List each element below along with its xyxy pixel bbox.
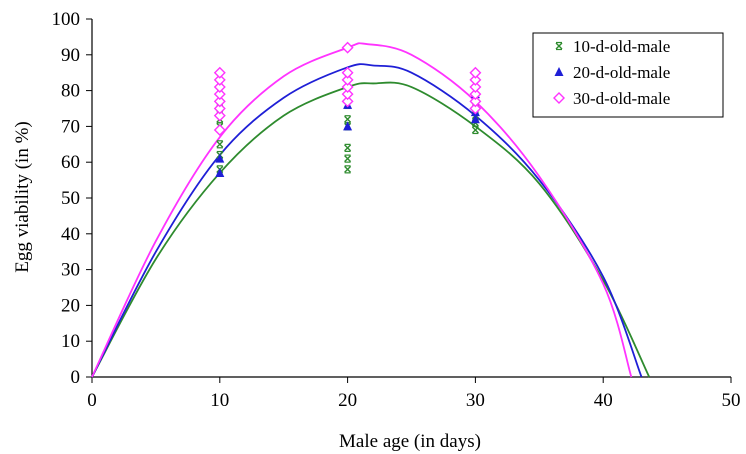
diamond-marker: [341, 41, 354, 54]
asterisk-marker: [344, 154, 352, 163]
diamond-marker: [213, 109, 226, 122]
marker-stroke: [216, 140, 224, 148]
triangle-marker: [554, 67, 564, 76]
diamond-marker: [469, 102, 482, 115]
data-markers: [213, 41, 482, 177]
y-tick-label: 10: [61, 331, 80, 352]
marker-stroke: [344, 144, 352, 152]
y-tick-label: 90: [61, 45, 80, 66]
y-axis-title: Egg viability (in %): [12, 121, 33, 272]
legend-box: [532, 32, 724, 118]
x-tick-label: 50: [722, 390, 741, 411]
x-tick-label: 10: [210, 390, 229, 411]
asterisk-marker: [344, 165, 352, 174]
asterisk-marker: [216, 140, 224, 149]
y-tick-label: 80: [61, 81, 80, 102]
legend-label: 20-d-old-male: [573, 63, 670, 82]
y-tick-label: 0: [71, 367, 81, 388]
diamond-marker: [341, 73, 354, 86]
y-tick-label: 100: [52, 9, 81, 30]
diamond-marker: [341, 95, 354, 108]
asterisk-marker: [555, 41, 563, 51]
triangle-marker: [343, 121, 353, 131]
triangle-marker: [470, 114, 480, 124]
diamond-marker: [213, 88, 226, 101]
y-tick-label: 70: [61, 116, 80, 137]
legend-label: 30-d-old-male: [573, 89, 670, 108]
y-tick-label: 20: [61, 295, 80, 316]
axes: 0 10 20 30 40 50 60 70 80 90 100 0 10 20 30 40 50: [52, 9, 741, 411]
diamond-marker: [469, 66, 482, 79]
diamond-marker: [213, 102, 226, 115]
diamond-marker: [213, 73, 226, 86]
diamond-marker: [213, 81, 226, 94]
y-tick-label: 30: [61, 260, 80, 281]
x-tick-label: 20: [338, 390, 357, 411]
marker-stroke: [344, 165, 352, 173]
asterisk-marker: [344, 143, 352, 152]
legend: 10-d-old-male 20-d-old-male 30-d-old-male: [532, 32, 724, 118]
diamond-marker: [341, 66, 354, 79]
trend-line-10-d-old-male: [91, 81, 651, 378]
asterisk-marker: [471, 125, 479, 135]
marker-stroke: [344, 115, 352, 123]
x-tick-label: 0: [87, 390, 97, 411]
diamond-marker: [553, 92, 565, 104]
diamond-marker: [341, 81, 354, 94]
diamond-marker: [469, 73, 482, 86]
y-tick-label: 60: [61, 152, 80, 173]
diamond-marker: [213, 123, 226, 136]
marker-stroke: [471, 126, 479, 134]
x-axis-title: Male age (in days): [339, 431, 481, 452]
diamond-marker: [469, 81, 482, 94]
diamond-marker: [469, 88, 482, 101]
diamond-marker: [469, 95, 482, 108]
legend-label: 10-d-old-male: [573, 37, 670, 56]
y-tick-label: 50: [61, 188, 80, 209]
x-tick-label: 30: [466, 390, 485, 411]
diamond-marker: [213, 95, 226, 108]
trend-line-30-d-old-male: [91, 42, 633, 378]
marker-stroke: [555, 42, 563, 50]
y-tick-label: 40: [61, 224, 80, 245]
diamond-marker: [341, 88, 354, 101]
triangle-marker: [215, 153, 225, 163]
triangle-marker: [215, 167, 225, 177]
marker-stroke: [344, 155, 352, 163]
x-tick-label: 40: [594, 390, 613, 411]
trend-lines: [91, 42, 651, 378]
diamond-marker: [213, 66, 226, 79]
